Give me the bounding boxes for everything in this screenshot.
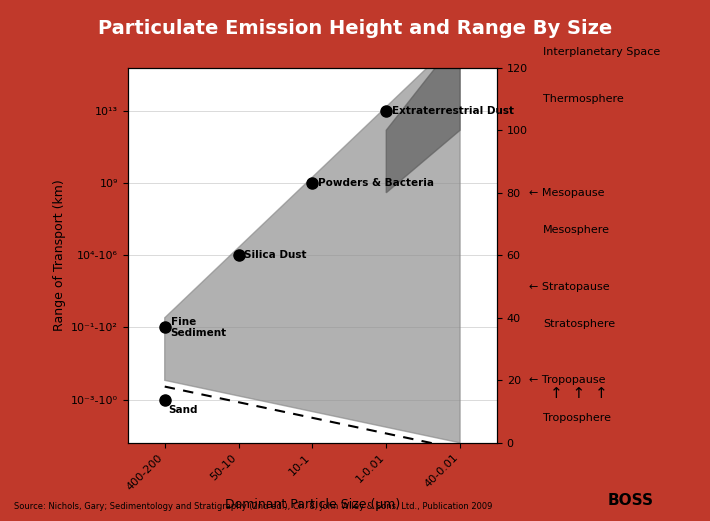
Text: Fine
Sediment: Fine Sediment (170, 317, 226, 338)
Text: ← Stratopause: ← Stratopause (529, 281, 610, 292)
Text: Mesosphere: Mesosphere (543, 225, 610, 235)
Polygon shape (165, 36, 460, 443)
X-axis label: Dominant Particle Size (μm): Dominant Particle Size (μm) (225, 498, 400, 511)
Y-axis label: Range of Transport (km): Range of Transport (km) (53, 179, 65, 331)
Text: Source: Nichols, Gary; Sedimentology and Stratigraphy (2nd ed.), Ch. 8, John Wil: Source: Nichols, Gary; Sedimentology and… (14, 502, 493, 511)
Text: ← Tropopause: ← Tropopause (529, 375, 606, 386)
Polygon shape (386, 36, 460, 193)
Text: ↑  ↑  ↑: ↑ ↑ ↑ (550, 386, 608, 401)
Text: BOSS: BOSS (607, 493, 653, 508)
Text: Sand: Sand (168, 405, 198, 415)
Text: TEK: TEK (670, 493, 703, 508)
Text: Powders & Bacteria: Powders & Bacteria (318, 178, 435, 188)
Text: Silica Dust: Silica Dust (244, 250, 307, 260)
Text: Thermosphere: Thermosphere (543, 94, 624, 104)
Text: ← Mesopause: ← Mesopause (529, 188, 604, 198)
Text: Stratosphere: Stratosphere (543, 319, 616, 329)
Text: Interplanetary Space: Interplanetary Space (543, 47, 660, 57)
Text: Particulate Emission Height and Range By Size: Particulate Emission Height and Range By… (98, 19, 612, 38)
Text: Troposphere: Troposphere (543, 413, 611, 423)
Text: Extraterrestrial Dust: Extraterrestrial Dust (392, 106, 514, 116)
